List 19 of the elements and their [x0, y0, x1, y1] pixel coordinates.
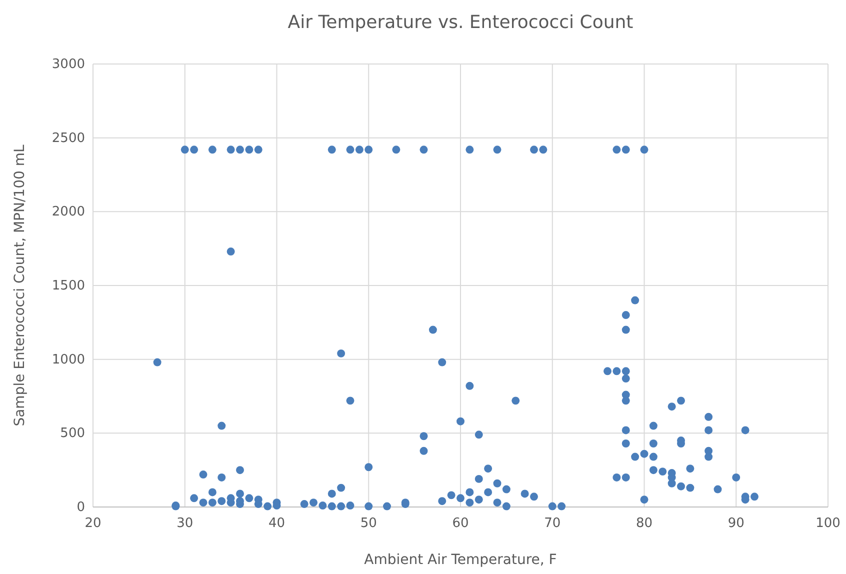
x-tick-label: 30: [176, 516, 194, 531]
x-tick-label: 80: [636, 516, 653, 531]
x-tick-label: 40: [268, 516, 286, 531]
y-tick-label: 500: [60, 426, 85, 442]
y-tick-label: 1000: [52, 352, 85, 368]
x-tick-label: 50: [360, 516, 377, 531]
x-tick-label: 90: [728, 516, 744, 531]
x-tick-label: 100: [816, 516, 840, 531]
x-tick-label: 60: [452, 516, 469, 531]
y-axis-title: Sample Enterococci Count, MPN/100 mL: [12, 144, 28, 426]
x-tick-label: 20: [84, 516, 102, 531]
chart-title: Air Temperature vs. Enterococci Count: [288, 12, 634, 33]
y-tick-label: 3000: [52, 57, 85, 72]
y-tick-label: 2000: [52, 204, 85, 220]
x-axis-title: Ambient Air Temperature, F: [364, 552, 557, 568]
y-tick-label: 1500: [52, 278, 85, 294]
y-tick-label: 2500: [52, 130, 85, 146]
y-tick-label: 0: [76, 500, 85, 515]
x-tick-label: 70: [544, 516, 561, 531]
